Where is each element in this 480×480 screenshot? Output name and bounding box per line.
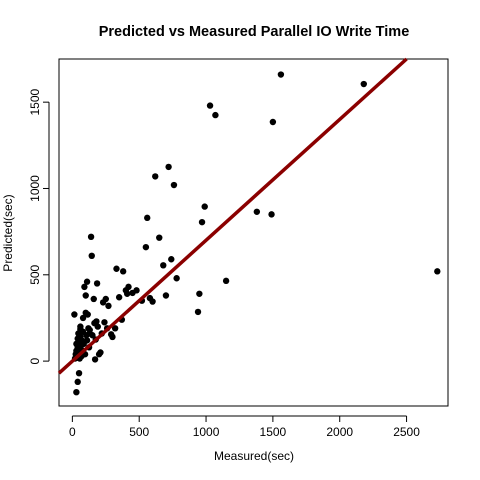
- data-point: [77, 323, 84, 330]
- data-point: [156, 234, 163, 241]
- data-point: [253, 208, 261, 215]
- data-point: [71, 311, 78, 318]
- data-point: [168, 256, 175, 263]
- data-point: [434, 268, 441, 275]
- data-point: [97, 349, 104, 356]
- y-tick-label: 1500: [28, 88, 42, 115]
- data-points: [71, 71, 441, 396]
- data-point: [83, 337, 91, 344]
- x-axis-label: Measured(sec): [214, 449, 294, 463]
- data-point: [133, 287, 140, 294]
- data-point: [173, 275, 180, 282]
- data-point: [162, 292, 170, 299]
- data-point: [269, 118, 277, 126]
- y-tick-label: 0: [28, 357, 42, 364]
- data-point: [165, 163, 172, 171]
- data-point: [144, 214, 151, 222]
- data-point: [93, 280, 101, 287]
- data-point: [222, 277, 230, 285]
- data-point: [201, 203, 208, 210]
- chart-title: Predicted vs Measured Parallel IO Write …: [99, 24, 410, 40]
- data-point: [90, 295, 97, 303]
- data-point: [196, 290, 203, 297]
- data-point: [268, 211, 275, 218]
- data-point: [360, 80, 367, 88]
- data-point: [73, 388, 80, 396]
- data-point: [101, 319, 108, 326]
- data-point: [105, 302, 112, 310]
- data-point: [142, 243, 150, 251]
- data-point: [198, 218, 206, 226]
- data-point: [81, 283, 88, 291]
- data-point: [123, 290, 131, 297]
- data-point: [109, 333, 116, 341]
- y-tick-label: 500: [28, 264, 42, 284]
- data-point: [160, 262, 167, 269]
- data-point: [86, 326, 93, 334]
- data-point: [75, 369, 83, 377]
- data-point: [149, 298, 156, 305]
- x-tick-label: 2500: [393, 425, 420, 439]
- data-point: [87, 233, 95, 241]
- x-tick-label: 1500: [260, 425, 287, 439]
- x-tick-label: 500: [129, 425, 149, 439]
- x-tick-label: 0: [69, 425, 76, 439]
- x-tick-label: 2000: [326, 425, 353, 439]
- data-point: [89, 332, 96, 339]
- y-axis: 0 500 1000 1500: [28, 88, 50, 364]
- x-tick-label: 1000: [193, 425, 220, 439]
- plot-area: [58, 58, 449, 407]
- data-point: [79, 314, 87, 322]
- data-point: [206, 102, 214, 109]
- data-point: [125, 283, 132, 291]
- data-point: [88, 252, 95, 260]
- data-point: [94, 323, 101, 330]
- data-point: [82, 292, 89, 299]
- y-tick-label: 1000: [28, 175, 42, 202]
- data-point: [102, 295, 109, 303]
- data-point: [152, 173, 159, 180]
- data-point: [277, 71, 285, 78]
- data-point: [93, 318, 100, 325]
- data-point: [113, 265, 120, 272]
- data-point: [84, 311, 91, 318]
- data-point: [194, 308, 202, 316]
- data-point: [83, 278, 91, 285]
- x-axis: 0 500 1000 1500 2000 2500: [69, 415, 420, 439]
- data-point: [170, 181, 178, 189]
- data-point: [74, 378, 81, 386]
- data-point: [91, 356, 99, 363]
- data-point: [111, 325, 119, 332]
- y-axis-label: Predicted(sec): [1, 194, 15, 271]
- data-point: [115, 294, 123, 301]
- data-point: [212, 111, 219, 119]
- regression-line: [57, 57, 408, 375]
- data-point: [119, 268, 127, 275]
